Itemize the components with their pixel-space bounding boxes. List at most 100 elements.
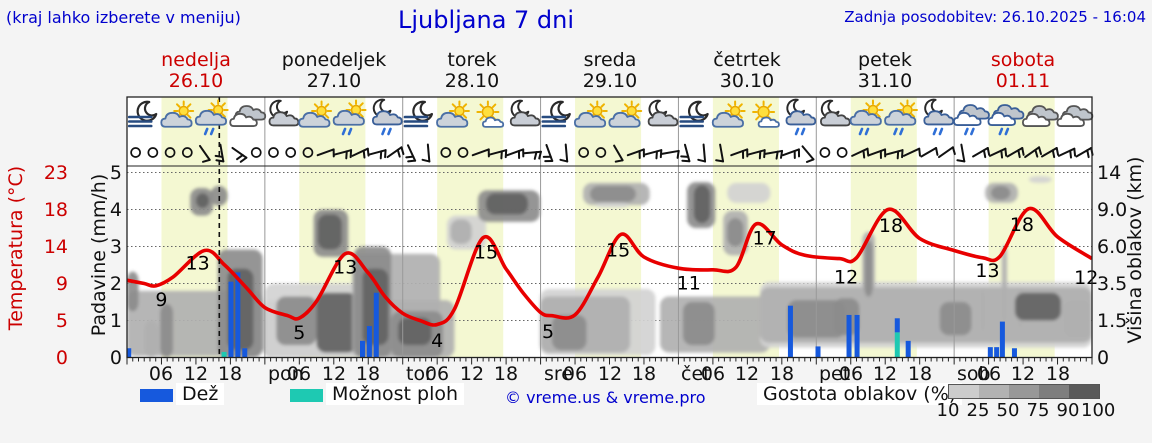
sun-ray [210, 102, 215, 107]
wind-barb-icon [198, 144, 211, 163]
cloud-blob [1028, 176, 1052, 183]
temperature-label: 17 [752, 228, 776, 250]
weather-icon-sun-cloud [160, 100, 195, 128]
temperature-label: 15 [606, 240, 630, 262]
day-abbr-label: pon [268, 363, 304, 385]
cloud-height-tick: 1.5 [1097, 310, 1128, 332]
cloud-blob [727, 218, 744, 247]
hour-label: 12 [459, 363, 485, 385]
sun-disc [454, 105, 465, 117]
rain-bar [228, 281, 234, 357]
cloud-blob [486, 193, 528, 215]
raindrop-mark [964, 127, 969, 136]
wind-calm-icon [285, 147, 297, 158]
sun-ray [755, 115, 760, 121]
sun-disc [757, 105, 770, 119]
hour-label: 12 [1010, 363, 1036, 385]
cloud-blob [939, 302, 972, 336]
sun-ray [767, 103, 773, 109]
wind-barb-icon [972, 147, 991, 159]
hour-label: 18 [355, 363, 381, 385]
wind-barb-icon [1040, 147, 1060, 159]
weather-icon-sun-cloud-small [476, 100, 505, 128]
wind-barb-icon [781, 148, 801, 159]
cloud-layers [127, 176, 1092, 357]
density-tick-label: 10 [936, 400, 960, 421]
rain-legend-label: Dež [176, 383, 225, 405]
density-gradient-segment [1069, 385, 1099, 398]
hour-label: 06 [286, 363, 312, 385]
cloud-blob [595, 202, 630, 208]
day-name: petek [858, 49, 912, 71]
shower-bar [221, 351, 227, 357]
cloud-icon-part [573, 111, 607, 128]
raindrop-mark [938, 127, 944, 136]
wind-calm-icon [440, 147, 452, 158]
wind-calm-icon [457, 147, 469, 158]
cloud-icon-part [371, 110, 403, 126]
sun-ray [313, 103, 319, 108]
sun-disc [902, 104, 913, 116]
rain-bar [1011, 348, 1017, 357]
raindrop-mark [899, 127, 904, 136]
sun-ray [755, 103, 760, 109]
hour-label: 12 [872, 363, 898, 385]
cloud-icon-part [884, 109, 917, 126]
cloud-blob [683, 302, 715, 346]
hour-label: 12 [597, 363, 623, 385]
wind-barb-icon [386, 146, 405, 159]
copyright-link[interactable]: © vreme.us & vreme.pro [505, 388, 706, 407]
raindrop-mark [387, 127, 392, 136]
cloud-icon-part [820, 111, 851, 127]
sun-ray [600, 114, 605, 119]
cloud-icon-part [849, 109, 882, 126]
sun-ray [462, 114, 468, 119]
raindrop-mark [381, 127, 386, 136]
wind-calm-icon [250, 147, 262, 158]
density-tick-label: 25 [966, 400, 990, 421]
cloud-icon-part [1056, 112, 1085, 127]
raindrop-mark [341, 127, 347, 136]
wind-barb-icon [801, 145, 815, 163]
precip-tick: 5 [109, 162, 122, 184]
cloud-blob [1063, 300, 1092, 338]
menu-hint[interactable]: (kraj lahko izberete v meniju) [6, 8, 241, 27]
weather-icon-sun-cloud [436, 100, 470, 128]
page-title: Ljubljana 7 dni [397, 6, 575, 34]
weather-icon-clouds-rain [953, 104, 990, 136]
cloud-icon-part [509, 111, 541, 127]
hour-label: 12 [734, 363, 760, 385]
weather-icon-moon-cloud [820, 99, 851, 127]
wind-calm-icon [181, 147, 193, 158]
temperature-label: 13 [333, 257, 357, 279]
last-update: Zadnja posodobitev: 26.10.2025 - 16:04 [844, 8, 1146, 26]
raindrop-mark [893, 127, 898, 136]
raindrop-mark [800, 127, 806, 136]
wind-calm-icon [268, 147, 279, 158]
weather-icon-moon-cloud [647, 99, 679, 127]
sun-disc [212, 104, 224, 116]
wind-barb-icon [421, 143, 431, 163]
raindrop-mark [858, 127, 864, 136]
sun-ray [324, 103, 330, 108]
cloud-blob [589, 185, 636, 203]
wind-barb-icon [333, 149, 353, 160]
sun-ray [634, 103, 640, 108]
wind-barb-icon [1024, 146, 1043, 159]
weather-icon-sun-cloud-rain [194, 99, 229, 136]
wind-barb-icon [920, 147, 939, 158]
sun-ray [186, 103, 192, 108]
day-abbr-label: čet [681, 363, 711, 385]
rain-bar [242, 348, 248, 357]
density-gradient-segment [979, 385, 1009, 398]
hour-label: 06 [148, 363, 174, 385]
cloud-blob [833, 298, 860, 336]
wind-barb-icon [956, 143, 966, 163]
hour-label: 06 [700, 363, 726, 385]
cloud-blob [195, 193, 210, 209]
hour-label: 18 [631, 363, 657, 385]
weather-icon-moon-cloud [509, 99, 541, 127]
wind-barb-icon [488, 149, 508, 160]
cloud-blob [552, 314, 587, 351]
temperature-label: 4 [431, 330, 443, 352]
